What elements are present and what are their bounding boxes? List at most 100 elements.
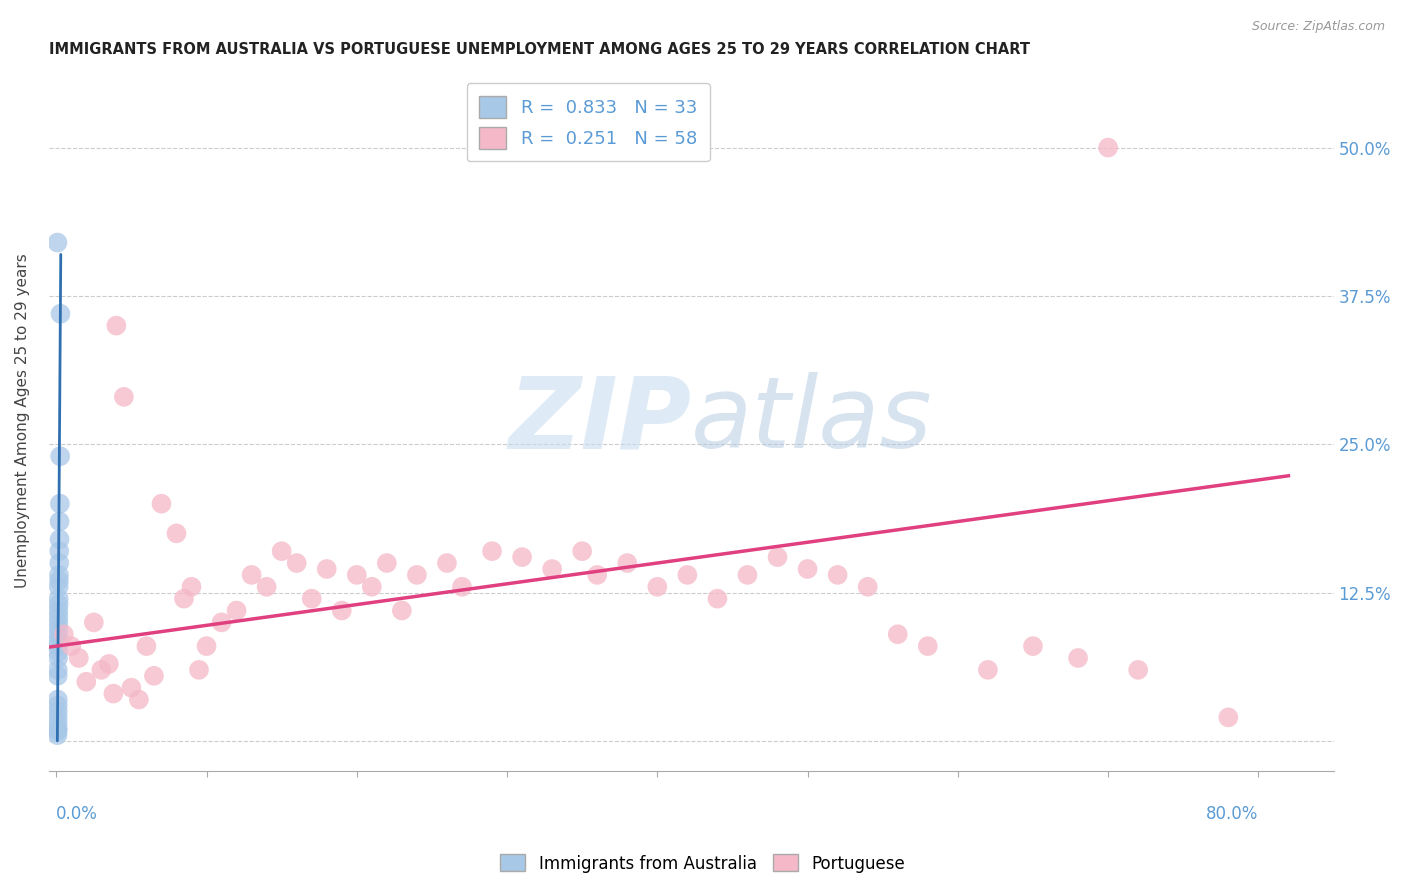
Point — [48, 574, 70, 588]
Text: Source: ZipAtlas.com: Source: ZipAtlas.com — [1251, 20, 1385, 33]
Point — [97, 657, 120, 671]
Point — [541, 562, 564, 576]
Point — [48, 556, 70, 570]
Point — [46, 692, 69, 706]
Text: ZIP: ZIP — [508, 372, 692, 469]
Point — [330, 603, 353, 617]
Point — [46, 663, 69, 677]
Point — [46, 723, 69, 737]
Point — [586, 568, 609, 582]
Point — [1128, 663, 1150, 677]
Point — [1067, 651, 1090, 665]
Point — [103, 687, 125, 701]
Point — [173, 591, 195, 606]
Point — [46, 723, 69, 737]
Point — [360, 580, 382, 594]
Point — [571, 544, 593, 558]
Point — [48, 533, 70, 547]
Point — [887, 627, 910, 641]
Point — [406, 568, 429, 582]
Point — [46, 651, 69, 665]
Point — [142, 669, 165, 683]
Text: 80.0%: 80.0% — [1206, 805, 1258, 823]
Point — [796, 562, 818, 576]
Point — [46, 710, 69, 724]
Point — [48, 591, 70, 606]
Point — [270, 544, 292, 558]
Point — [256, 580, 278, 594]
Point — [856, 580, 879, 594]
Point — [240, 568, 263, 582]
Point — [48, 544, 70, 558]
Point — [48, 603, 70, 617]
Point — [83, 615, 105, 630]
Point — [436, 556, 458, 570]
Point — [211, 615, 233, 630]
Point — [166, 526, 188, 541]
Point — [46, 728, 69, 742]
Point — [766, 550, 789, 565]
Point — [346, 568, 368, 582]
Point — [315, 562, 337, 576]
Point — [616, 556, 638, 570]
Point — [647, 580, 669, 594]
Y-axis label: Unemployment Among Ages 25 to 29 years: Unemployment Among Ages 25 to 29 years — [15, 253, 30, 588]
Point — [49, 449, 72, 463]
Point — [977, 663, 1000, 677]
Point — [285, 556, 308, 570]
Point — [46, 705, 69, 719]
Point — [135, 639, 157, 653]
Point — [46, 698, 69, 713]
Point — [67, 651, 90, 665]
Point — [128, 692, 150, 706]
Point — [706, 591, 728, 606]
Point — [1218, 710, 1240, 724]
Point — [737, 568, 759, 582]
Point — [46, 645, 69, 659]
Point — [301, 591, 323, 606]
Point — [188, 663, 211, 677]
Point — [375, 556, 398, 570]
Point — [391, 603, 413, 617]
Point — [52, 627, 75, 641]
Point — [46, 633, 69, 648]
Point — [120, 681, 142, 695]
Point — [451, 580, 474, 594]
Point — [105, 318, 128, 333]
Point — [49, 497, 72, 511]
Point — [46, 639, 69, 653]
Point — [48, 598, 70, 612]
Point — [46, 235, 69, 250]
Point — [60, 639, 83, 653]
Point — [48, 621, 70, 635]
Point — [48, 609, 70, 624]
Point — [510, 550, 533, 565]
Point — [46, 716, 69, 731]
Point — [46, 627, 69, 641]
Point — [481, 544, 503, 558]
Text: 0.0%: 0.0% — [56, 805, 98, 823]
Point — [180, 580, 202, 594]
Point — [1022, 639, 1045, 653]
Point — [676, 568, 699, 582]
Point — [75, 674, 97, 689]
Point — [225, 603, 247, 617]
Text: IMMIGRANTS FROM AUSTRALIA VS PORTUGUESE UNEMPLOYMENT AMONG AGES 25 TO 29 YEARS C: IMMIGRANTS FROM AUSTRALIA VS PORTUGUESE … — [49, 42, 1029, 57]
Point — [150, 497, 173, 511]
Point — [48, 615, 70, 630]
Legend: Immigrants from Australia, Portuguese: Immigrants from Australia, Portuguese — [494, 847, 912, 880]
Point — [46, 669, 69, 683]
Point — [48, 568, 70, 582]
Point — [827, 568, 849, 582]
Point — [46, 724, 69, 739]
Point — [195, 639, 218, 653]
Point — [48, 515, 70, 529]
Point — [917, 639, 939, 653]
Legend: R =  0.833   N = 33, R =  0.251   N = 58: R = 0.833 N = 33, R = 0.251 N = 58 — [467, 83, 710, 161]
Text: atlas: atlas — [692, 372, 932, 469]
Point — [90, 663, 112, 677]
Point — [48, 580, 70, 594]
Point — [49, 307, 72, 321]
Point — [112, 390, 135, 404]
Point — [1097, 140, 1119, 154]
